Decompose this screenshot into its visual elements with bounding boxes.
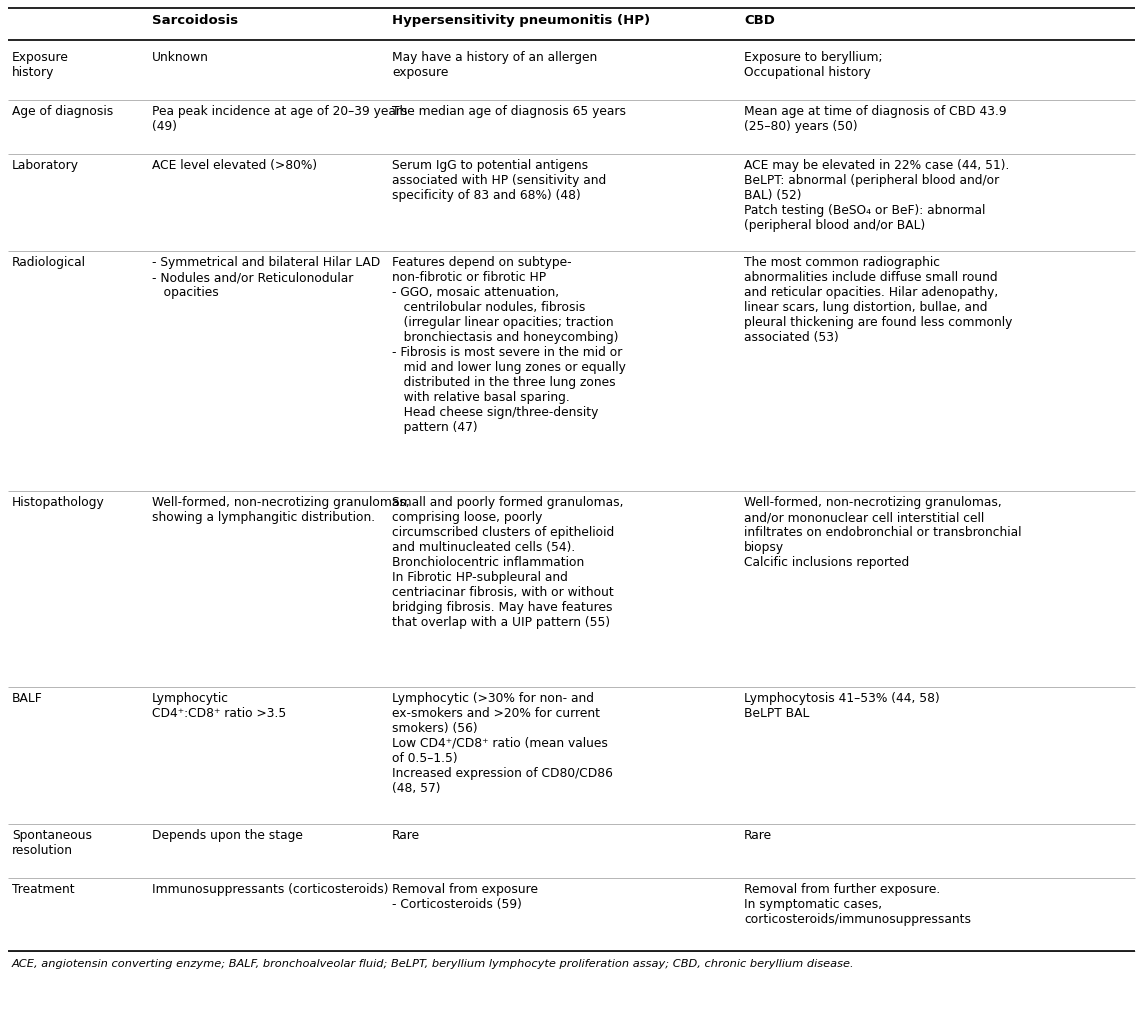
Text: Lymphocytic
CD4⁺:CD8⁺ ratio >3.5: Lymphocytic CD4⁺:CD8⁺ ratio >3.5 [152, 692, 286, 720]
Text: Depends upon the stage: Depends upon the stage [152, 829, 303, 841]
Text: Rare: Rare [392, 829, 421, 841]
Text: Histopathology: Histopathology [11, 496, 105, 509]
Text: Small and poorly formed granulomas,
comprising loose, poorly
circumscribed clust: Small and poorly formed granulomas, comp… [392, 496, 623, 629]
Text: Sarcoidosis: Sarcoidosis [152, 14, 238, 27]
Text: Treatment: Treatment [11, 883, 74, 896]
Text: Exposure
history: Exposure history [11, 51, 69, 79]
Text: ACE level elevated (>80%): ACE level elevated (>80%) [152, 159, 317, 171]
Text: Features depend on subtype-
non-fibrotic or fibrotic HP
- GGO, mosaic attenuatio: Features depend on subtype- non-fibrotic… [392, 257, 626, 434]
Text: Lymphocytic (>30% for non- and
ex-smokers and >20% for current
smokers) (56)
Low: Lymphocytic (>30% for non- and ex-smoker… [392, 692, 613, 795]
Text: The most common radiographic
abnormalities include diffuse small round
and retic: The most common radiographic abnormaliti… [744, 257, 1013, 344]
Text: Removal from further exposure.
In symptomatic cases,
corticosteroids/immunosuppr: Removal from further exposure. In sympto… [744, 883, 972, 926]
Text: - Symmetrical and bilateral Hilar LAD
- Nodules and/or Reticulonodular
   opacit: - Symmetrical and bilateral Hilar LAD - … [152, 257, 381, 299]
Text: Age of diagnosis: Age of diagnosis [11, 105, 113, 118]
Text: CBD: CBD [744, 14, 775, 27]
Text: May have a history of an allergen
exposure: May have a history of an allergen exposu… [392, 51, 598, 79]
Text: Immunosuppressants (corticosteroids): Immunosuppressants (corticosteroids) [152, 883, 389, 896]
Text: Spontaneous
resolution: Spontaneous resolution [11, 829, 91, 857]
Text: ACE, angiotensin converting enzyme; BALF, bronchoalveolar fluid; BeLPT, berylliu: ACE, angiotensin converting enzyme; BALF… [11, 959, 855, 969]
Text: ACE may be elevated in 22% case (44, 51).
BeLPT: abnormal (peripheral blood and/: ACE may be elevated in 22% case (44, 51)… [744, 159, 1009, 232]
Text: Pea peak incidence at age of 20–39 years
(49): Pea peak incidence at age of 20–39 years… [152, 105, 408, 133]
Text: Removal from exposure
- Corticosteroids (59): Removal from exposure - Corticosteroids … [392, 883, 538, 910]
Text: Well-formed, non-necrotizing granulomas,
showing a lymphangitic distribution.: Well-formed, non-necrotizing granulomas,… [152, 496, 409, 524]
Text: Serum IgG to potential antigens
associated with HP (sensitivity and
specificity : Serum IgG to potential antigens associat… [392, 159, 606, 202]
Text: Lymphocytosis 41–53% (44, 58)
BeLPT BAL: Lymphocytosis 41–53% (44, 58) BeLPT BAL [744, 692, 940, 720]
Text: Well-formed, non-necrotizing granulomas,
and/or mononuclear cell interstitial ce: Well-formed, non-necrotizing granulomas,… [744, 496, 1022, 569]
Text: Mean age at time of diagnosis of CBD 43.9
(25–80) years (50): Mean age at time of diagnosis of CBD 43.… [744, 105, 1007, 133]
Text: BALF: BALF [11, 692, 42, 705]
Text: Exposure to beryllium;
Occupational history: Exposure to beryllium; Occupational hist… [744, 51, 882, 79]
Text: Hypersensitivity pneumonitis (HP): Hypersensitivity pneumonitis (HP) [392, 14, 650, 27]
Text: Radiological: Radiological [11, 257, 86, 269]
Text: Rare: Rare [744, 829, 773, 841]
Text: Laboratory: Laboratory [11, 159, 79, 171]
Text: The median age of diagnosis 65 years: The median age of diagnosis 65 years [392, 105, 626, 118]
Text: Unknown: Unknown [152, 51, 209, 64]
